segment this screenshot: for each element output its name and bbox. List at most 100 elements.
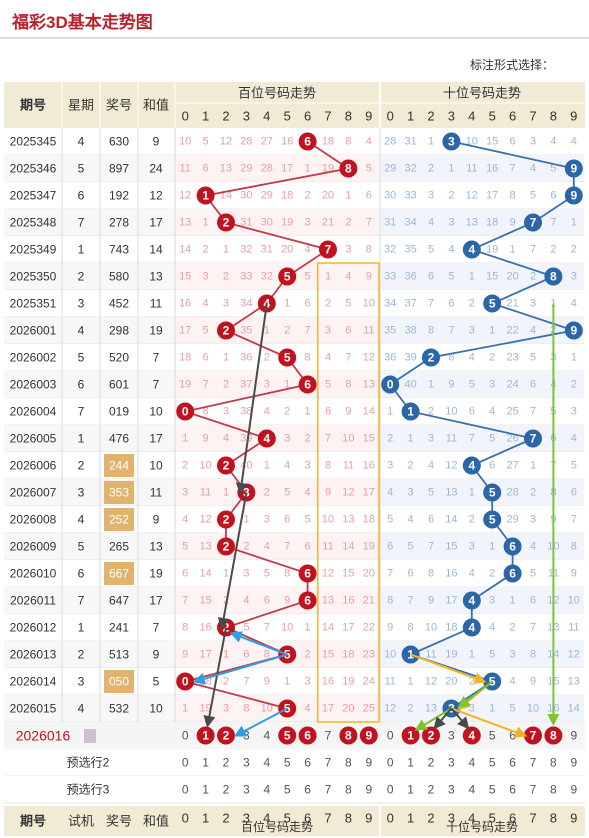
period-cell: 2026013 — [10, 648, 57, 662]
tens-miss-value: 12 — [568, 649, 580, 661]
hundreds-miss-value: 6 — [284, 514, 290, 526]
hundreds-miss-value: 37 — [240, 379, 252, 391]
tens-miss-value: 1 — [489, 703, 495, 715]
footer-hundreds-group: 百位号码走势 — [241, 819, 313, 834]
table-row — [4, 398, 175, 425]
weekday-cell: 4 — [78, 135, 85, 149]
hundreds-ball-digit: 1 — [202, 189, 209, 203]
tens-miss-value: 6 — [428, 514, 434, 526]
hundreds-miss-value: 19 — [179, 379, 191, 391]
pick-hundreds-ball[interactable] — [359, 726, 378, 745]
footer-hundreds-digit-7: 7 — [324, 811, 331, 826]
annotation-arrow — [203, 627, 227, 728]
hundreds-miss-value: 7 — [345, 352, 351, 364]
hundreds-miss-value: 11 — [200, 487, 211, 499]
hundreds-miss-value: 4 — [284, 460, 290, 472]
table-row — [4, 371, 175, 398]
sum-cell: 5 — [153, 675, 160, 689]
hundreds-ball — [339, 159, 358, 178]
table-row — [4, 560, 175, 587]
preselect-row[interactable] — [4, 749, 585, 776]
pick-hundreds-digit: 6 — [304, 729, 311, 743]
pick-tens-ball[interactable] — [401, 726, 420, 745]
pick-hundreds-ball[interactable] — [196, 726, 215, 745]
period-cell: 2025348 — [10, 216, 57, 230]
hundreds-miss-value: 14 — [363, 406, 375, 418]
hundreds-miss-value: 31 — [240, 217, 252, 229]
pick-hundreds-ball[interactable] — [298, 726, 317, 745]
pick-hundreds-ball[interactable] — [278, 726, 297, 745]
tens-miss-value: 28 — [506, 487, 518, 499]
hundreds-ball-digit: 2 — [223, 513, 230, 527]
hundreds-ball-digit: 5 — [284, 702, 291, 716]
hundreds-miss-value: 18 — [342, 649, 354, 661]
footer-hundreds-digit-5: 5 — [284, 811, 291, 826]
hundreds-miss-value: 1 — [284, 298, 290, 310]
weekday-cell: 3 — [78, 675, 85, 689]
hundreds-miss-value: 29 — [240, 163, 252, 175]
tens-miss-value: 11 — [568, 622, 579, 634]
tens-miss-value: 6 — [530, 379, 536, 391]
tens-miss-value: 35 — [384, 325, 396, 337]
tens-miss-value: 7 — [428, 541, 434, 553]
tens-miss-value: 8 — [530, 649, 536, 661]
tens-miss-value: 10 — [445, 406, 457, 418]
tens-miss-value: 2 — [428, 163, 434, 175]
tens-miss-value: 2 — [530, 487, 536, 499]
pick-hundreds-digit: 1 — [202, 729, 209, 743]
tens-miss-value: 5 — [489, 649, 495, 661]
hundreds-miss-value: 30 — [240, 190, 252, 202]
tens-miss-value: 29 — [506, 514, 518, 526]
tens-miss-value: 24 — [506, 379, 518, 391]
hundreds-miss-value: 12 — [363, 352, 375, 364]
weekday-cell: 2 — [78, 270, 85, 284]
hundreds-miss-value: 7 — [366, 217, 372, 229]
preselect-tens-digit: 4 — [468, 783, 475, 797]
pick-tens-ball[interactable] — [524, 726, 542, 745]
tens-miss-value: 7 — [387, 568, 393, 580]
hundreds-miss-value: 9 — [264, 676, 270, 688]
hundreds-miss-value: 10 — [363, 298, 375, 310]
header-tens-digit-1: 1 — [407, 109, 414, 124]
prize-cell: 353 — [109, 486, 129, 500]
tens-miss-value: 3 — [428, 433, 434, 445]
pick-tens-ball[interactable] — [544, 726, 563, 745]
hundreds-miss-value: 29 — [261, 190, 273, 202]
table-row — [4, 641, 175, 668]
pick-hundreds-digit: 0 — [182, 729, 189, 743]
mark-style-selector-label[interactable]: 标注形式选择： — [470, 58, 555, 72]
tens-miss-value: 4 — [489, 406, 495, 418]
pick-hundreds-ball[interactable] — [339, 726, 358, 745]
hundreds-miss-value: 10 — [322, 514, 334, 526]
tens-miss-value: 4 — [469, 568, 475, 580]
tens-miss-value: 6 — [571, 487, 577, 499]
table-row — [4, 128, 175, 155]
preselect-hundreds-digit: 8 — [345, 783, 352, 797]
pick-hundreds-ball[interactable] — [217, 726, 235, 745]
preselect-label: 预选行3 — [67, 783, 110, 797]
table-row — [4, 452, 175, 479]
hundreds-miss-value: 22 — [363, 622, 375, 634]
tens-miss-value: 1 — [469, 487, 475, 499]
hundreds-miss-value: 3 — [264, 379, 270, 391]
pick-tens-ball[interactable] — [422, 726, 440, 745]
period-cell: 2026012 — [10, 621, 57, 635]
preselect-row[interactable] — [4, 776, 585, 803]
hundreds-miss-value: 27 — [261, 136, 273, 148]
tens-ball-digit: 3 — [448, 135, 455, 149]
hundreds-miss-value: 2 — [264, 487, 270, 499]
tens-miss-value: 21 — [506, 298, 518, 310]
pick-tens-ball[interactable] — [462, 726, 481, 745]
tens-ball-digit: 4 — [468, 621, 475, 635]
tens-miss-value: 10 — [527, 703, 539, 715]
tens-miss-value: 2 — [448, 190, 454, 202]
period-cell: 2025345 — [10, 135, 57, 149]
tens-miss-value: 30 — [384, 190, 396, 202]
prize-cell: 241 — [109, 621, 129, 635]
footer-tens-digit-5: 5 — [489, 811, 496, 826]
tens-miss-value: 5 — [530, 190, 536, 202]
header-bg — [4, 82, 585, 128]
hundreds-miss-value: 9 — [182, 649, 188, 661]
hundreds-miss-value: 6 — [325, 406, 331, 418]
preselect-label: 预选行2 — [67, 756, 110, 770]
